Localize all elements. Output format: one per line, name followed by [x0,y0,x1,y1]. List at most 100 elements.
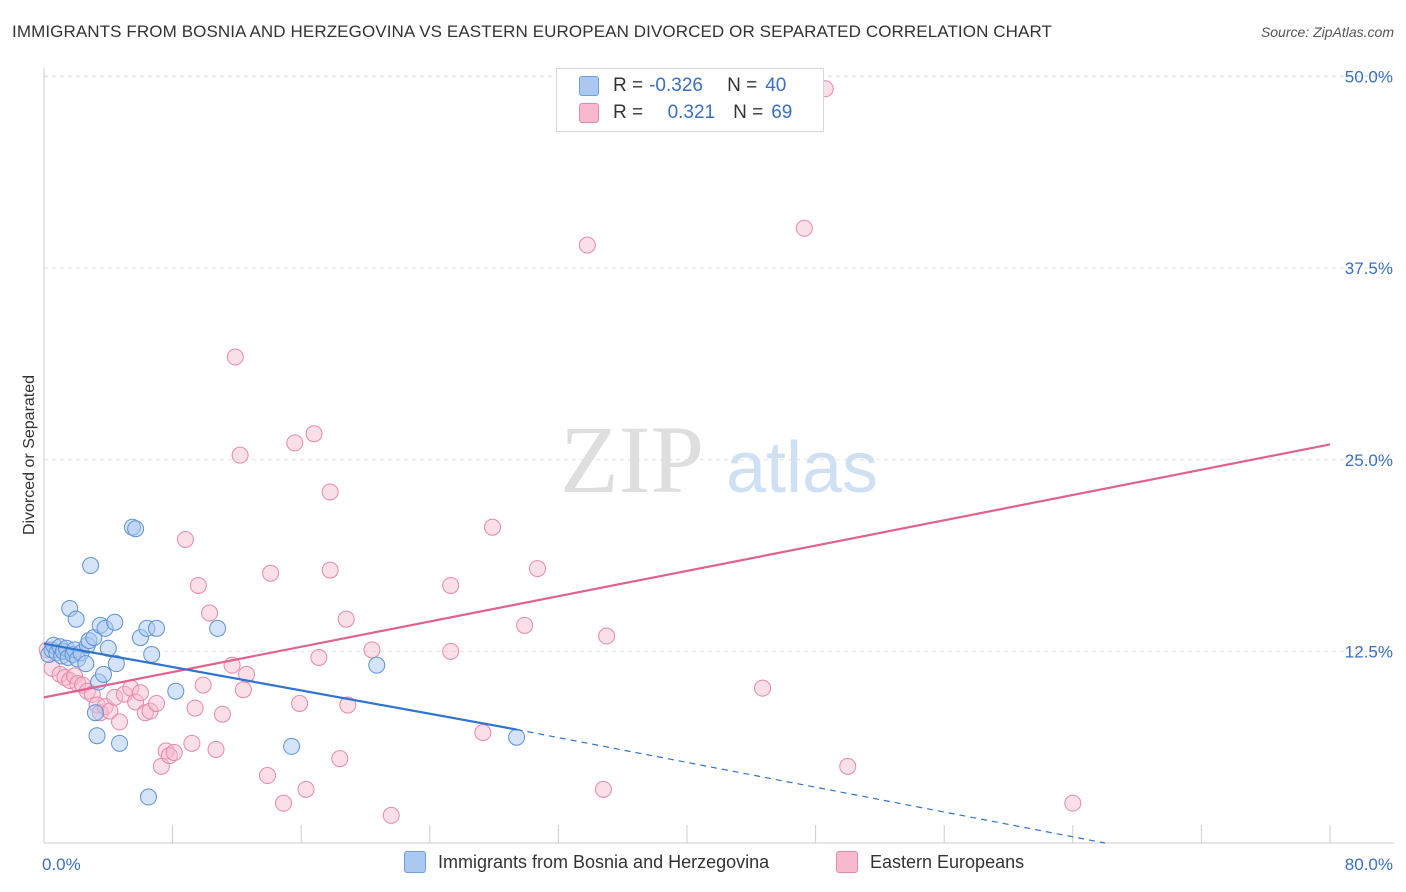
legend-n-value: 69 [771,102,793,123]
source-label: Source: ZipAtlas.com [1260,24,1394,40]
data-point-blue [88,727,106,745]
data-point-pink [839,757,857,775]
data-point-pink [291,694,309,712]
legend-r-value: 0.321 [667,102,716,123]
data-point-pink [176,530,194,548]
chart-title: IMMIGRANTS FROM BOSNIA AND HERZEGOVINA V… [12,22,1053,41]
data-point-pink [382,806,400,824]
y-tick-label: 50.0% [1345,68,1393,87]
data-point-pink [529,560,547,578]
watermark-zip: ZIP [560,406,704,513]
x-tick-label: 80.0% [1345,855,1393,874]
trend-line-blue-extension [516,728,1106,844]
data-point-pink [305,425,323,443]
data-point-pink [578,236,596,254]
data-point-pink [795,219,813,237]
data-point-pink [442,576,460,594]
data-point-pink [321,483,339,501]
data-point-blue [77,655,95,673]
data-point-blue [508,728,526,746]
data-point-pink [51,665,69,683]
trend-line-blue [43,642,517,731]
data-point-blue [143,645,161,663]
data-point-pink [598,627,616,645]
legend-n-value: 40 [765,75,787,96]
x-tick-label: 0.0% [42,855,81,874]
data-point-pink [189,576,207,594]
legend-swatch-blue [579,76,599,96]
data-point-blue [111,734,129,752]
bottom-legend-blue: Immigrants from Bosnia and Herzegovina [404,851,769,873]
watermark-atlas: atlas [726,428,878,508]
data-point-pink [183,734,201,752]
data-point-blue [148,619,166,637]
data-point-pink [1064,794,1082,812]
data-point-blue [82,557,100,575]
data-point-pink [165,744,183,762]
watermark: ZIP atlas [560,406,878,513]
legend-n-label: N = [733,102,764,123]
data-point-blue [86,704,104,722]
y-tick-label: 12.5% [1345,642,1393,661]
bottom-legend-label-pink: Eastern Europeans [870,851,1025,872]
bottom-legend-label-blue: Immigrants from Bosnia and Herzegovina [438,851,770,872]
legend-n-label: N = [727,75,758,96]
data-point-pink [310,649,328,667]
data-point-pink [213,705,231,723]
data-point-pink [231,446,249,464]
legend-r-value: -0.326 [649,75,703,96]
tick-labels: 12.5% 25.0% 37.5% 50.0% 0.0% 80.0% [42,68,1393,875]
y-tick-label: 37.5% [1345,259,1393,278]
data-point-blue [368,656,386,674]
data-point-pink [516,616,534,634]
y-axis-label: Divorced or Separated [21,375,38,535]
data-point-blue [209,619,227,637]
legend-row-pink: R = 0.321 N = 69 [579,101,792,125]
blue-series [40,518,526,806]
data-point-pink [131,684,149,702]
axes [43,68,1394,844]
legend: R = -0.326 N = 40 R = 0.321 N = 69 [556,68,824,132]
data-point-pink [286,434,304,452]
data-point-pink [297,780,315,798]
legend-r-label: R = [613,75,644,96]
trend-line-pink [43,443,1331,699]
data-point-pink [160,747,178,765]
bottom-legend-swatch-blue [404,851,426,873]
data-point-pink [258,767,276,785]
data-point-pink [238,665,256,683]
trend-lines [43,443,1331,844]
data-point-pink [111,713,129,731]
pink-series [38,80,1082,824]
legend-r-label: R = [613,102,644,123]
data-point-pink [339,696,357,714]
data-point-pink [234,681,252,699]
bottom-legend-pink: Eastern Europeans [836,851,1024,873]
y-tick-label: 25.0% [1345,451,1393,470]
data-point-blue [94,665,112,683]
data-point-pink [148,694,166,712]
data-point-blue [67,610,85,628]
data-point-pink [106,688,124,706]
data-point-pink [186,699,204,717]
data-point-pink [363,641,381,659]
data-point-pink [194,676,212,694]
data-point-pink [483,518,501,536]
data-point-pink [474,724,492,742]
data-point-blue [167,682,185,700]
legend-swatch-pink [579,103,599,123]
data-point-pink [594,780,612,798]
data-point-blue [127,520,145,538]
data-point-pink [262,564,280,582]
data-point-pink [754,679,772,697]
data-point-pink [331,750,349,768]
data-point-pink [207,740,225,758]
legend-row-blue: R = -0.326 N = 40 [579,74,786,98]
data-point-pink [275,794,293,812]
data-point-pink [127,693,145,711]
bottom-legend-swatch-pink [836,851,858,873]
data-point-pink [321,561,339,579]
data-point-blue [283,737,301,755]
data-point-blue [106,613,124,631]
